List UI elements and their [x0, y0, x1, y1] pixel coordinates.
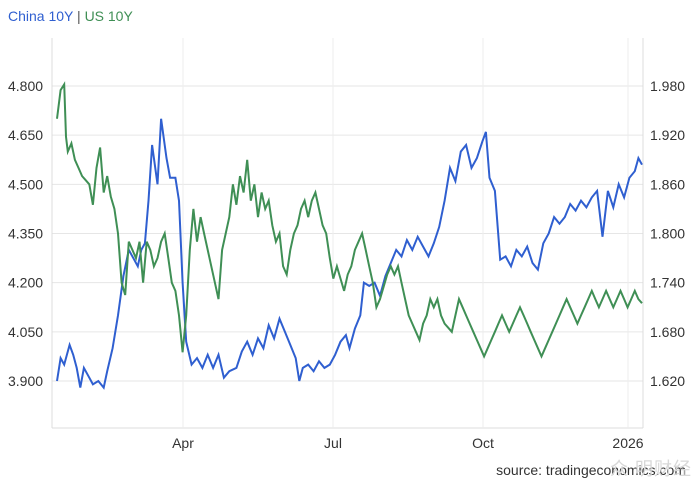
source-attribution: source: tradingeconomics.com — [496, 462, 686, 478]
left-axis-ticks: 3.900 4.050 4.200 4.350 4.500 4.650 4.800 — [8, 78, 43, 389]
x-tick-label: Jul — [324, 435, 342, 451]
right-tick-label: 1.920 — [650, 127, 685, 143]
x-axis-ticks: Apr Jul Oct 2026 — [172, 435, 644, 451]
right-tick-label: 1.620 — [650, 373, 685, 389]
watermark: 众 明财经 — [609, 459, 692, 479]
x-tick-label: Apr — [172, 435, 194, 451]
series-line-us-10y — [56, 81, 643, 359]
legend-china-10y[interactable]: China 10Y — [8, 8, 74, 24]
left-tick-label: 4.800 — [8, 78, 43, 94]
left-tick-label: 4.350 — [8, 226, 43, 242]
left-tick-label: 4.200 — [8, 275, 43, 291]
right-tick-label: 1.680 — [650, 324, 685, 340]
left-tick-label: 4.500 — [8, 176, 43, 192]
legend-us-10y[interactable]: US 10Y — [84, 8, 133, 24]
right-axis-ticks: 1.620 1.680 1.740 1.800 1.860 1.920 1.980 — [650, 78, 685, 389]
right-tick-label: 1.860 — [650, 176, 685, 192]
right-tick-label: 1.740 — [650, 275, 685, 291]
series-line-china-10y — [56, 118, 643, 390]
legend-separator: | — [77, 8, 81, 24]
gridlines — [51, 38, 644, 429]
left-tick-label: 3.900 — [8, 373, 43, 389]
x-tick-label: Oct — [472, 435, 494, 451]
right-tick-label: 1.980 — [650, 78, 685, 94]
x-tick-label: 2026 — [612, 435, 643, 451]
right-tick-label: 1.800 — [650, 226, 685, 242]
left-tick-label: 4.050 — [8, 324, 43, 340]
left-tick-label: 4.650 — [8, 127, 43, 143]
chart-legend: China 10Y | US 10Y — [8, 8, 133, 24]
